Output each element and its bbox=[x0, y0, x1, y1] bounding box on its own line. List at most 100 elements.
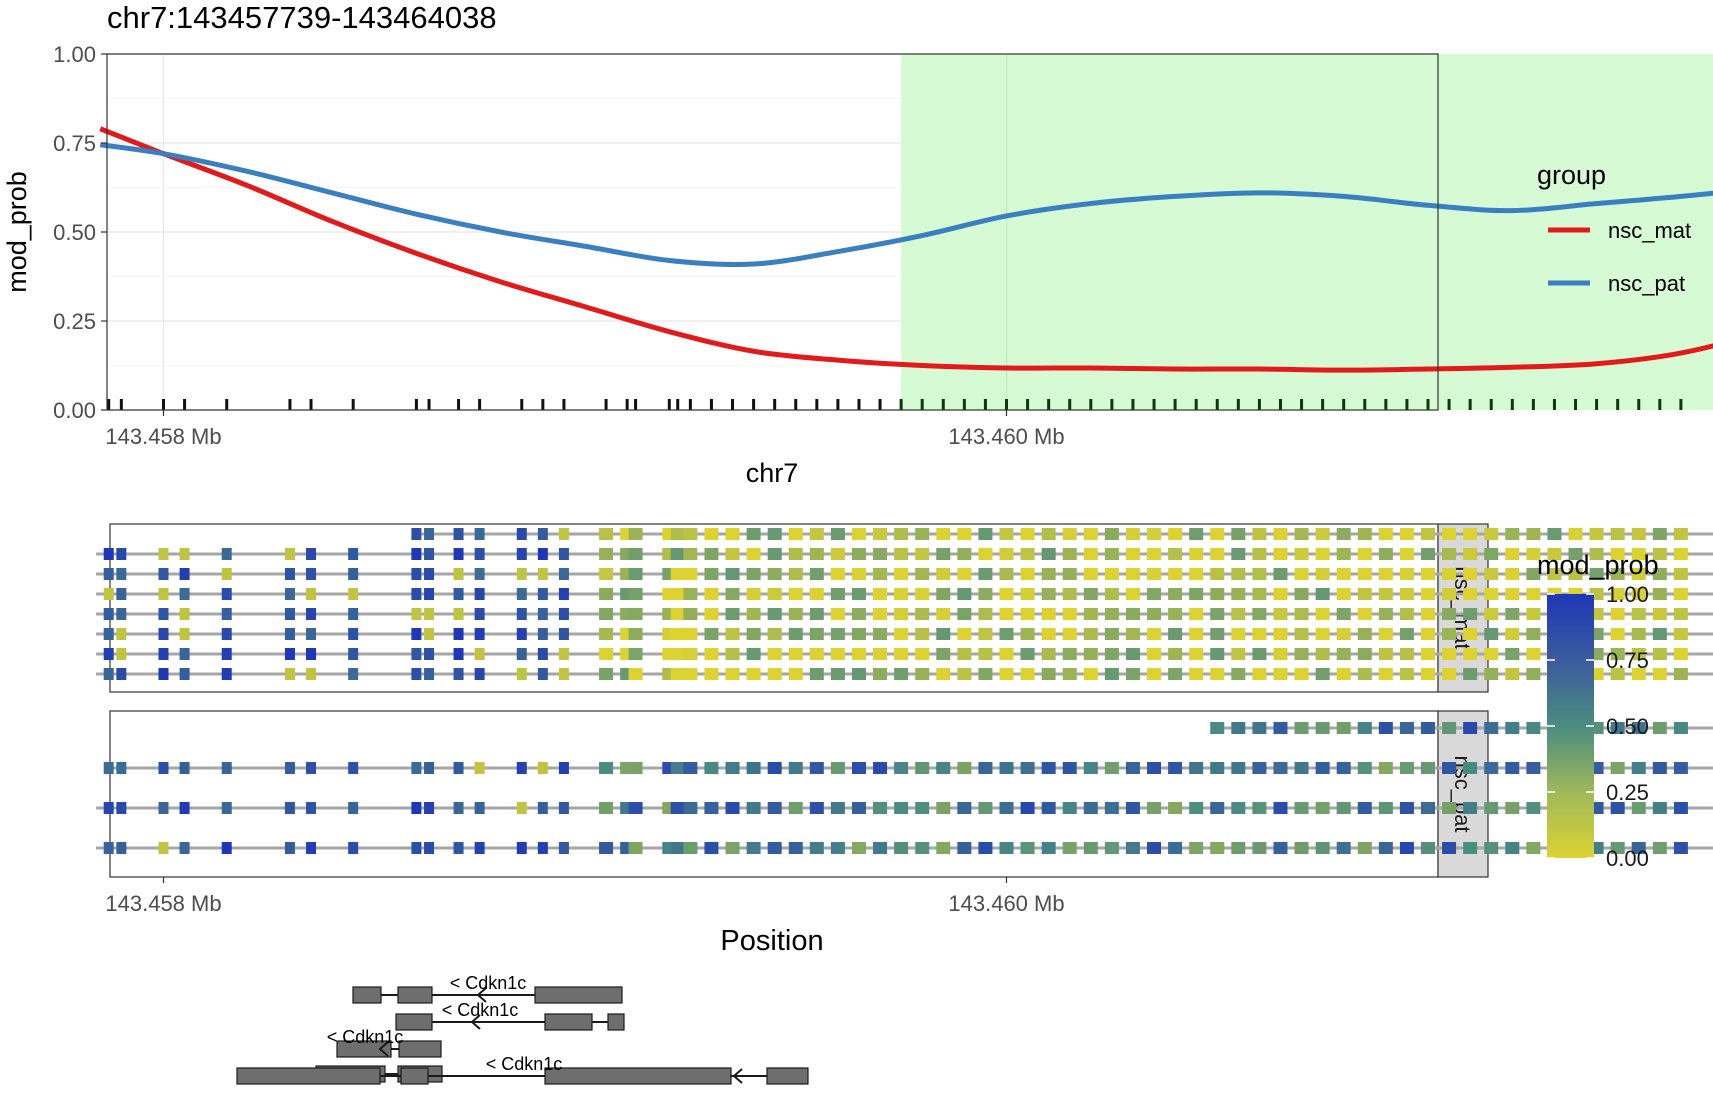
cpg-mark bbox=[221, 588, 232, 600]
cpg-mark bbox=[1252, 528, 1267, 540]
cpg-mark bbox=[1442, 842, 1457, 854]
cpg-mark bbox=[1399, 802, 1414, 814]
cpg-mark bbox=[1378, 722, 1393, 734]
x-tick-label: 143.458 Mb bbox=[105, 424, 221, 449]
cpg-mark bbox=[1231, 668, 1246, 680]
cpg-mark bbox=[1294, 608, 1309, 620]
cpg-mark bbox=[746, 802, 761, 814]
rug-mark bbox=[1531, 399, 1535, 410]
cpg-mark bbox=[915, 528, 930, 540]
cpg-mark bbox=[158, 628, 169, 640]
cpg-mark bbox=[670, 528, 685, 540]
cpg-mark bbox=[873, 588, 888, 600]
rug-mark bbox=[1026, 399, 1030, 410]
cpg-mark bbox=[788, 668, 803, 680]
cpg-mark bbox=[1336, 628, 1351, 640]
cpg-mark bbox=[767, 668, 782, 680]
cpg-mark bbox=[915, 608, 930, 620]
cpg-mark bbox=[1378, 608, 1393, 620]
cpg-mark bbox=[1526, 722, 1541, 734]
cpg-mark bbox=[1484, 722, 1499, 734]
cpg-mark bbox=[1189, 762, 1204, 774]
cpg-mark bbox=[670, 762, 685, 774]
cpg-mark bbox=[809, 762, 824, 774]
cpg-mark bbox=[1041, 588, 1056, 600]
cpg-mark bbox=[179, 608, 190, 620]
cpg-mark bbox=[1610, 668, 1625, 680]
cpg-mark bbox=[103, 548, 114, 560]
cpg-mark bbox=[1399, 548, 1414, 560]
cpg-mark bbox=[704, 568, 719, 580]
cpg-mark bbox=[725, 802, 740, 814]
cpg-mark bbox=[1336, 722, 1351, 734]
x-axis-title-bottom: Position bbox=[720, 925, 823, 957]
rug-mark bbox=[1489, 399, 1493, 410]
cpg-mark bbox=[936, 528, 951, 540]
plot-title: chr7:143457739-143464038 bbox=[107, 0, 497, 35]
cpg-mark bbox=[1399, 722, 1414, 734]
cpg-mark bbox=[1357, 628, 1372, 640]
cpg-mark bbox=[788, 628, 803, 640]
cpg-mark bbox=[1652, 588, 1667, 600]
rug-mark bbox=[836, 399, 840, 410]
cpg-mark bbox=[1315, 588, 1330, 600]
cpg-mark bbox=[725, 628, 740, 640]
cpg-mark bbox=[1610, 802, 1625, 814]
cpg-mark bbox=[999, 588, 1014, 600]
cpg-mark bbox=[1020, 528, 1035, 540]
cpg-mark bbox=[1315, 802, 1330, 814]
cpg-mark bbox=[306, 568, 317, 580]
cpg-mark bbox=[1652, 528, 1667, 540]
cpg-mark bbox=[957, 668, 972, 680]
cpg-mark bbox=[1083, 668, 1098, 680]
cpg-mark bbox=[704, 762, 719, 774]
cpg-mark bbox=[936, 568, 951, 580]
cpg-mark bbox=[348, 608, 359, 620]
cpg-mark bbox=[830, 802, 845, 814]
cpg-mark bbox=[978, 588, 993, 600]
cpg-mark bbox=[628, 668, 643, 680]
cpg-mark bbox=[1041, 608, 1056, 620]
cpg-mark bbox=[1505, 628, 1520, 640]
cpg-mark bbox=[158, 568, 169, 580]
cpg-mark bbox=[1652, 608, 1667, 620]
x-axis-title-top: chr7 bbox=[746, 458, 799, 488]
cpg-mark bbox=[1210, 722, 1225, 734]
cpg-mark bbox=[284, 588, 295, 600]
cpg-mark bbox=[683, 528, 698, 540]
rug-mark bbox=[457, 399, 461, 410]
rug-mark bbox=[1321, 399, 1325, 410]
cpg-mark bbox=[348, 548, 359, 560]
cpg-mark bbox=[1189, 528, 1204, 540]
cpg-mark bbox=[788, 842, 803, 854]
cpg-mark bbox=[683, 802, 698, 814]
cpg-mark bbox=[999, 762, 1014, 774]
rug-mark bbox=[625, 399, 629, 410]
cpg-mark bbox=[1168, 628, 1183, 640]
cpg-mark bbox=[915, 548, 930, 560]
cpg-mark bbox=[1610, 722, 1625, 734]
cpg-mark bbox=[116, 588, 127, 600]
cpg-mark bbox=[746, 548, 761, 560]
cpg-mark bbox=[1062, 568, 1077, 580]
cpg-mark bbox=[809, 842, 824, 854]
cpg-mark bbox=[1231, 588, 1246, 600]
cpg-mark bbox=[830, 548, 845, 560]
cpg-mark bbox=[411, 762, 422, 774]
cpg-mark bbox=[599, 668, 614, 680]
cpg-mark bbox=[411, 568, 422, 580]
cpg-mark bbox=[1273, 568, 1288, 580]
exon bbox=[544, 1067, 732, 1085]
cpg-mark bbox=[1652, 802, 1667, 814]
cpg-mark bbox=[830, 842, 845, 854]
cpg-mark bbox=[1210, 588, 1225, 600]
cpg-mark bbox=[1168, 608, 1183, 620]
cpg-mark bbox=[1273, 802, 1288, 814]
rug-mark bbox=[162, 399, 165, 410]
cpg-mark bbox=[221, 802, 232, 814]
cpg-mark bbox=[306, 648, 317, 660]
cpg-mark bbox=[1252, 648, 1267, 660]
cpg-mark bbox=[537, 528, 548, 540]
cpg-mark bbox=[628, 648, 643, 660]
